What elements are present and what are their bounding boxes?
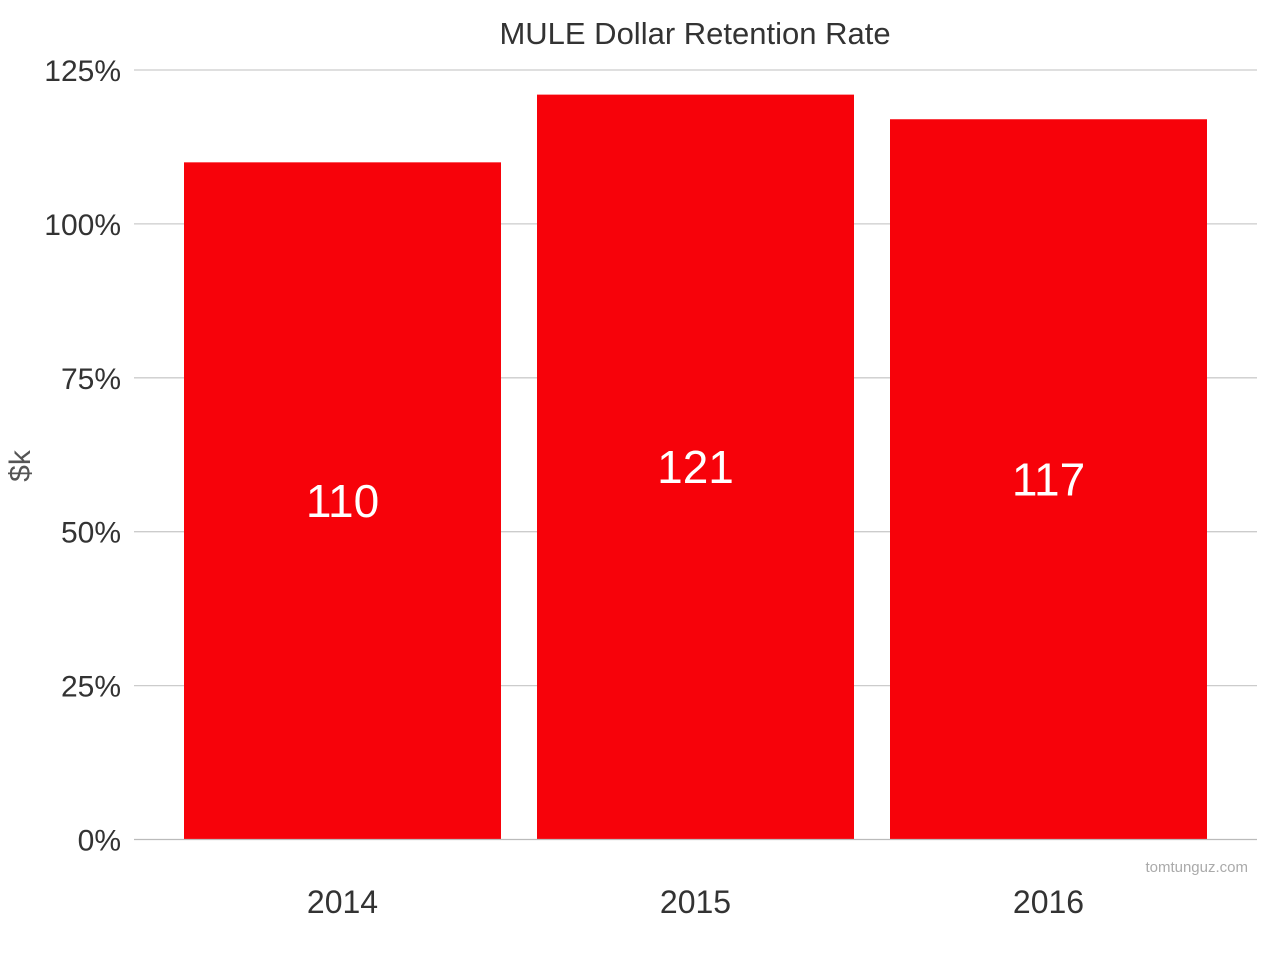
y-axis-label: $k — [4, 449, 37, 482]
bar-value-label: 117 — [1012, 453, 1085, 505]
y-tick-label: 25% — [61, 671, 121, 704]
bar-data-labels: 110 121 117 — [306, 441, 1085, 527]
x-tick-label: 2016 — [1013, 884, 1084, 920]
x-tick-label: 2014 — [307, 884, 378, 920]
bar-2016 — [890, 119, 1207, 840]
y-tick-label: 75% — [61, 363, 121, 396]
y-tick-label: 0% — [78, 825, 121, 858]
bar-value-label: 110 — [306, 475, 379, 527]
y-tick-label: 100% — [44, 209, 121, 242]
y-tick-label: 50% — [61, 517, 121, 550]
chart-title: MULE Dollar Retention Rate — [499, 16, 890, 51]
y-axis-ticks: 0% 25% 50% 75% 100% 125% — [44, 55, 121, 858]
watermark-text: tomtunguz.com — [1145, 859, 1248, 876]
bar-2014 — [184, 162, 501, 840]
bars — [184, 94, 1207, 840]
x-axis-ticks: 2014 2015 2016 — [307, 884, 1084, 920]
bar-2015 — [537, 94, 854, 840]
bar-value-label: 121 — [657, 441, 734, 493]
y-tick-label: 125% — [44, 55, 121, 88]
x-tick-label: 2015 — [660, 884, 731, 920]
